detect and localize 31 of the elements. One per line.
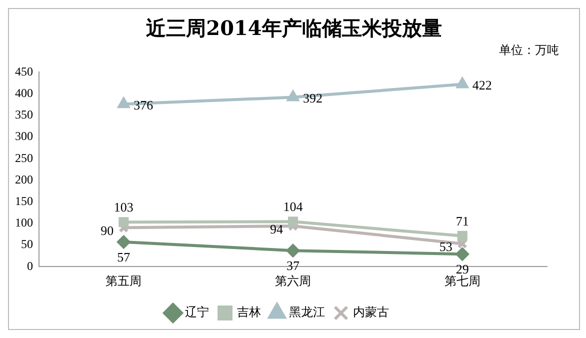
x-tick-label: 第六周 — [275, 274, 311, 288]
x-tick-label: 第五周 — [106, 274, 142, 288]
y-tick-label: 150 — [15, 194, 33, 208]
data-label: 90 — [100, 223, 114, 238]
data-label: 103 — [114, 200, 134, 215]
data-label: 392 — [303, 90, 322, 106]
legend-label: 吉林 — [237, 305, 261, 320]
y-tick-label: 250 — [15, 150, 33, 165]
legend-label: 辽宁 — [185, 305, 209, 320]
y-tick-label: 450 — [15, 64, 33, 78]
data-label: 53 — [439, 239, 452, 254]
y-tick-label: 350 — [15, 108, 33, 122]
y-tick-label: 100 — [15, 216, 33, 230]
data-label: 57 — [117, 249, 131, 264]
data-label: 29 — [456, 261, 469, 276]
data-label: 104 — [283, 199, 304, 214]
data-label: 376 — [134, 98, 154, 113]
y-tick-label: 200 — [15, 172, 33, 186]
data-label: 422 — [472, 78, 492, 93]
text: 单位：万吨 — [498, 42, 560, 59]
data-label: 37 — [286, 258, 300, 274]
x-tick-label: 第七周 — [444, 274, 480, 288]
y-tick-label: 0 — [27, 258, 33, 273]
data-label: 71 — [456, 213, 469, 228]
legend-label: 内蒙古 — [353, 305, 389, 320]
y-tick-label: 50 — [21, 237, 33, 252]
data-label: 94 — [270, 221, 284, 236]
y-tick-label: 300 — [15, 129, 33, 144]
y-tick-label: 400 — [15, 86, 33, 100]
chart-title: 近三周2014年产临储玉米投放量 — [145, 15, 443, 42]
legend-label: 黑龙江 — [289, 305, 325, 320]
